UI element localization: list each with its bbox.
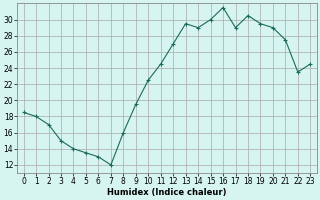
X-axis label: Humidex (Indice chaleur): Humidex (Indice chaleur): [107, 188, 227, 197]
